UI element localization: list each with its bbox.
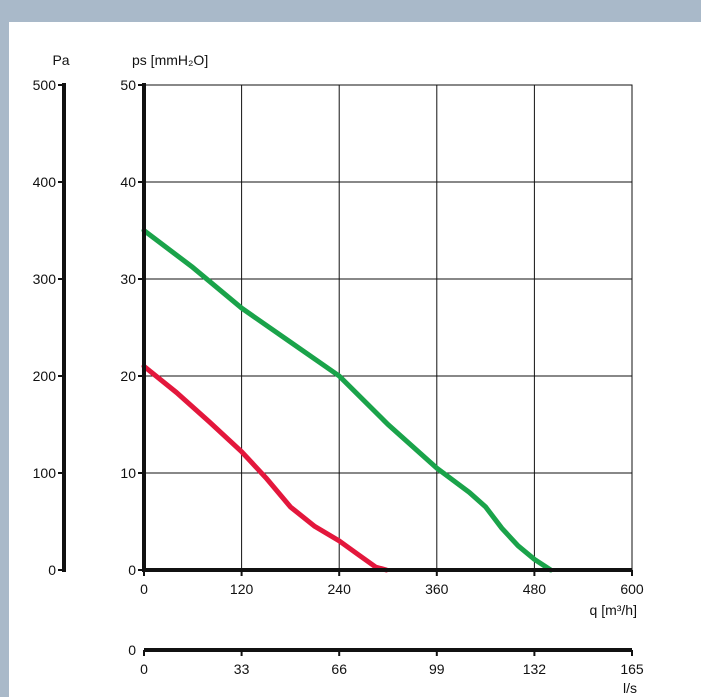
curve-2 xyxy=(141,363,389,573)
ls-axis-title: l/s xyxy=(623,680,637,696)
mm-axis-title: ps [mmH₂O] xyxy=(132,52,208,68)
mm-tick-label: 50 xyxy=(120,77,136,93)
ls-tick-label: 33 xyxy=(234,661,250,677)
m3h-tick-label: 120 xyxy=(230,581,254,597)
mm-tick-label: 20 xyxy=(120,368,136,384)
pa-tick-label: 300 xyxy=(33,271,57,287)
ls-tick-label: 132 xyxy=(523,661,547,677)
mm-tick-label: 30 xyxy=(120,271,136,287)
mm-tick-label: 40 xyxy=(120,174,136,190)
plot-grid xyxy=(143,84,633,571)
mm-tick-label: 10 xyxy=(120,465,136,481)
chart-frame: 0 10 20 30 40 50 0 120 240 360 480 600 0 100 200 300 400… xyxy=(9,22,701,697)
ls-tick-label: 66 xyxy=(331,661,347,677)
pa-tick-label: 500 xyxy=(33,77,57,93)
m3h-tick-label: 480 xyxy=(523,581,547,597)
ls-tick-label: 165 xyxy=(620,661,644,677)
m3h-tick-label: 0 xyxy=(140,581,148,597)
m3h-tick-label: 360 xyxy=(425,581,449,597)
pa-tick-label: 100 xyxy=(33,465,57,481)
plot-border xyxy=(143,84,633,571)
ls-axis-zero-label: 0 xyxy=(128,642,136,658)
pa-tick-label: 200 xyxy=(33,368,57,384)
m3h-tick-label: 240 xyxy=(328,581,352,597)
pa-axis-title: Pa xyxy=(52,52,69,68)
ls-tick-label: 0 xyxy=(140,661,148,677)
curve-1 xyxy=(141,228,554,573)
pa-tick-label: 400 xyxy=(33,174,57,190)
m3h-tick-label: 600 xyxy=(620,581,644,597)
pa-tick-label: 0 xyxy=(48,562,56,578)
m3h-axis-title: q [m³/h] xyxy=(590,602,637,618)
mm-tick-label: 0 xyxy=(128,562,136,578)
ls-tick-label: 99 xyxy=(429,661,445,677)
